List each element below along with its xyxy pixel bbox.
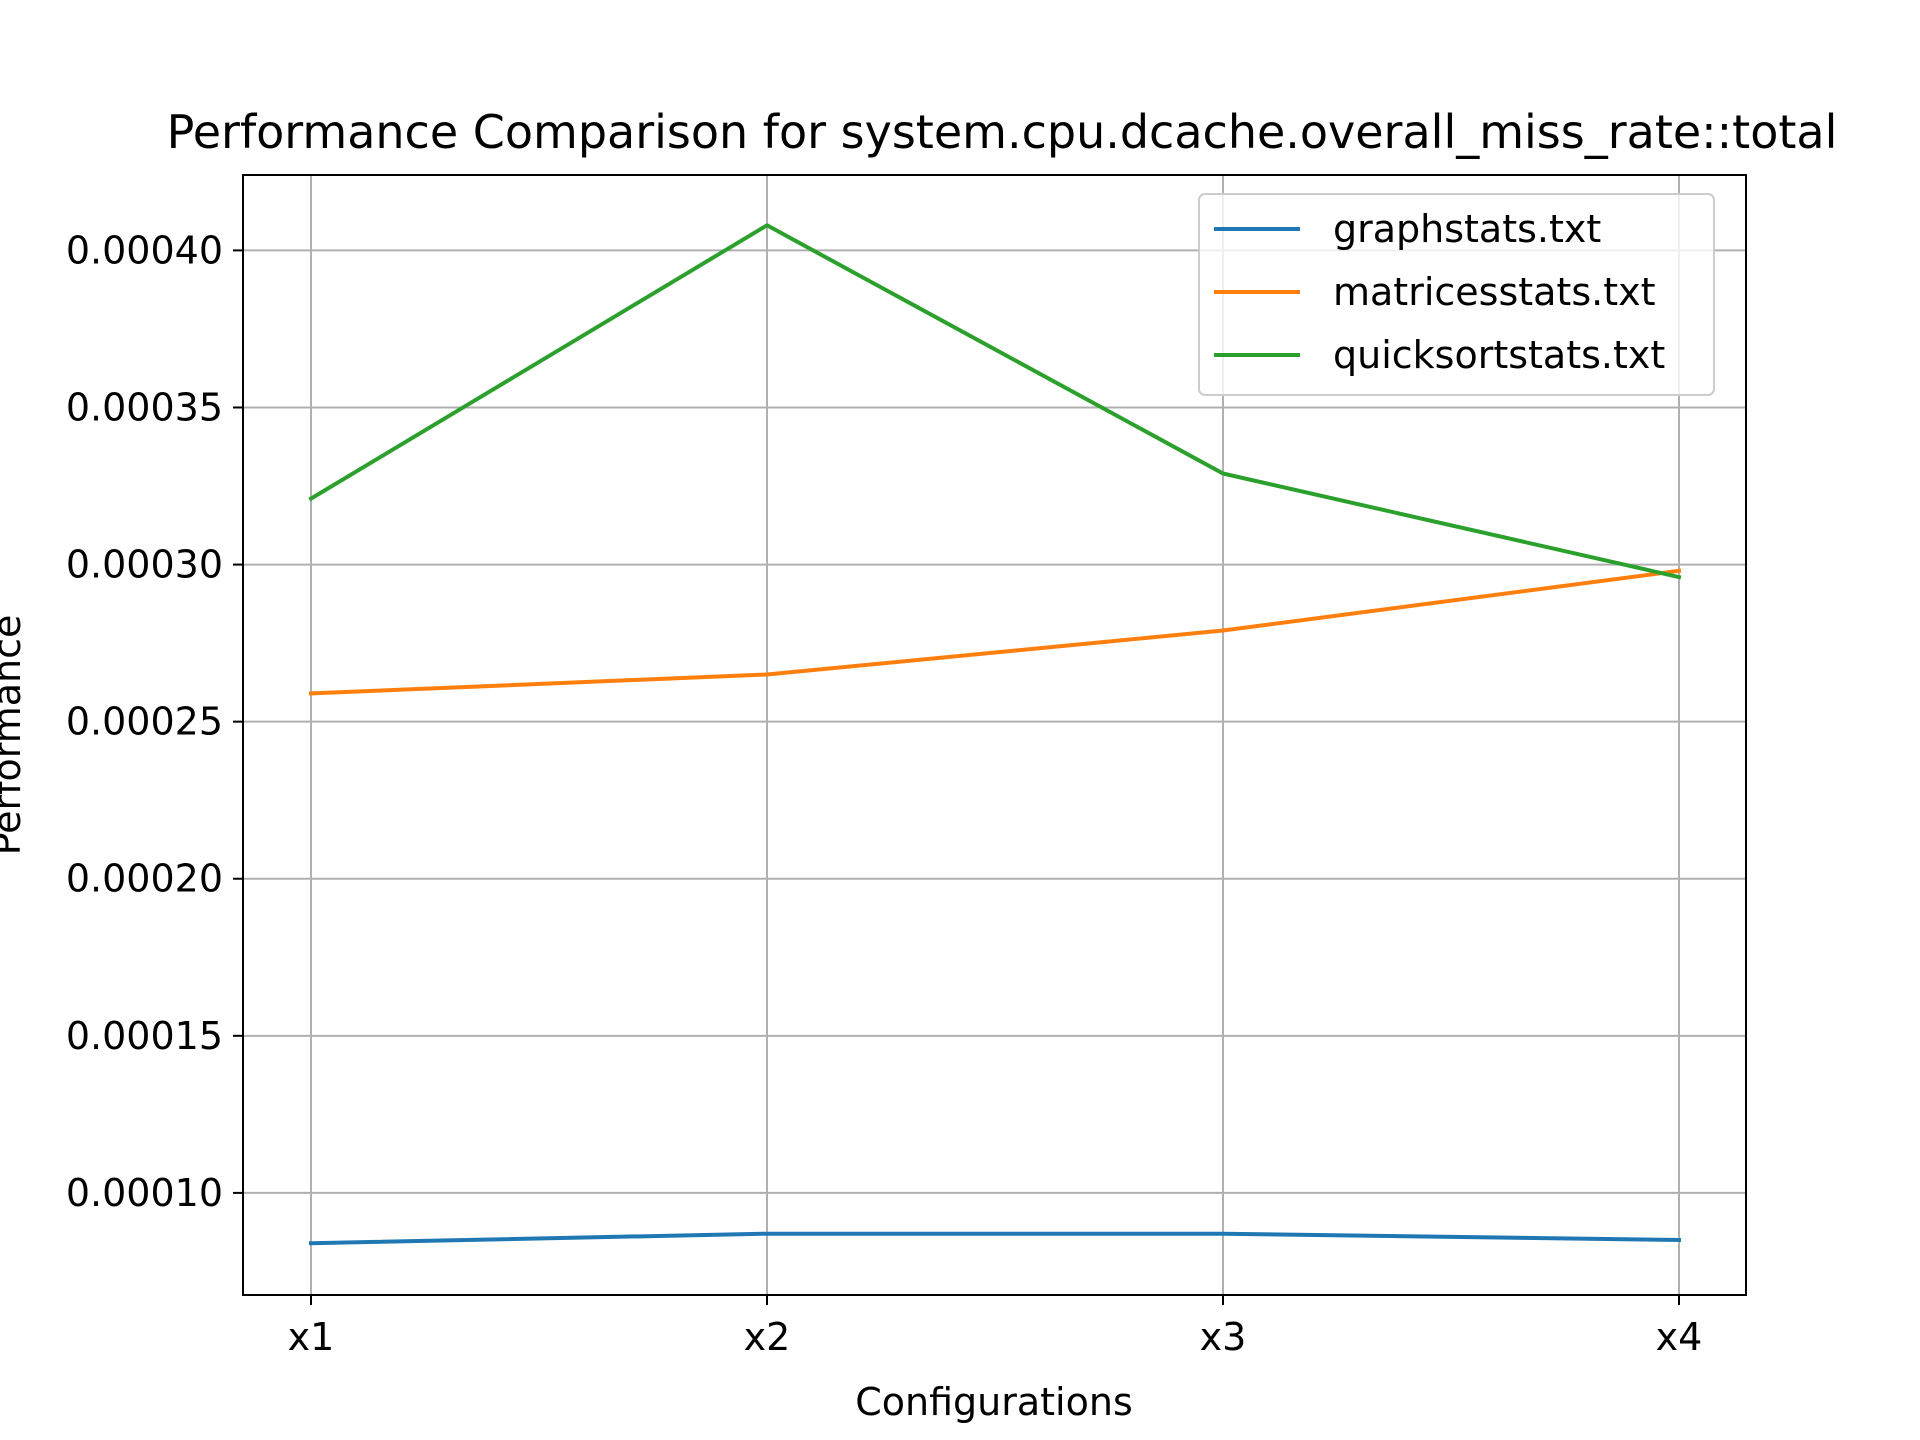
series-lines [308, 223, 1682, 1246]
legend: graphstats.txt matricesstats.txt quicksort… [1198, 193, 1715, 396]
legend-box [1198, 193, 1715, 396]
y-tick-label: 0.00025 [66, 700, 223, 744]
y-tick-label: 0.00010 [66, 1171, 223, 1215]
series-line-graphstats-txt [308, 1231, 1682, 1246]
plot-area-frame [242, 174, 1747, 1296]
x-tick-label: x3 [1200, 1315, 1247, 1359]
y-tick-label: 0.00015 [66, 1014, 223, 1058]
x-axis-label: Configurations [855, 1380, 1133, 1424]
y-tick-label: 0.00020 [66, 857, 223, 901]
y-axis-label: Performance [0, 615, 29, 856]
legend-label: matricesstats.txt [1333, 270, 1656, 314]
series-line-quicksortstats-txt [308, 223, 1682, 580]
x-tick-label: x1 [288, 1315, 335, 1359]
x-tick-label: x4 [1656, 1315, 1703, 1359]
axis-ticks: x1 x2 x3 x4 0.00010 0.00015 0.00020 0.00025 0.00… [66, 228, 1702, 1359]
series-line-matricesstats-txt [308, 568, 1682, 696]
y-tick-label: 0.00035 [66, 385, 223, 429]
chart-title: Performance Comparison for system.cpu.dc… [167, 105, 1838, 159]
legend-label: quicksortstats.txt [1333, 333, 1665, 377]
x-tick-label: x2 [744, 1315, 791, 1359]
y-tick-label: 0.00030 [66, 543, 223, 587]
y-tick-label: 0.00040 [66, 228, 223, 272]
legend-label: graphstats.txt [1333, 207, 1601, 251]
